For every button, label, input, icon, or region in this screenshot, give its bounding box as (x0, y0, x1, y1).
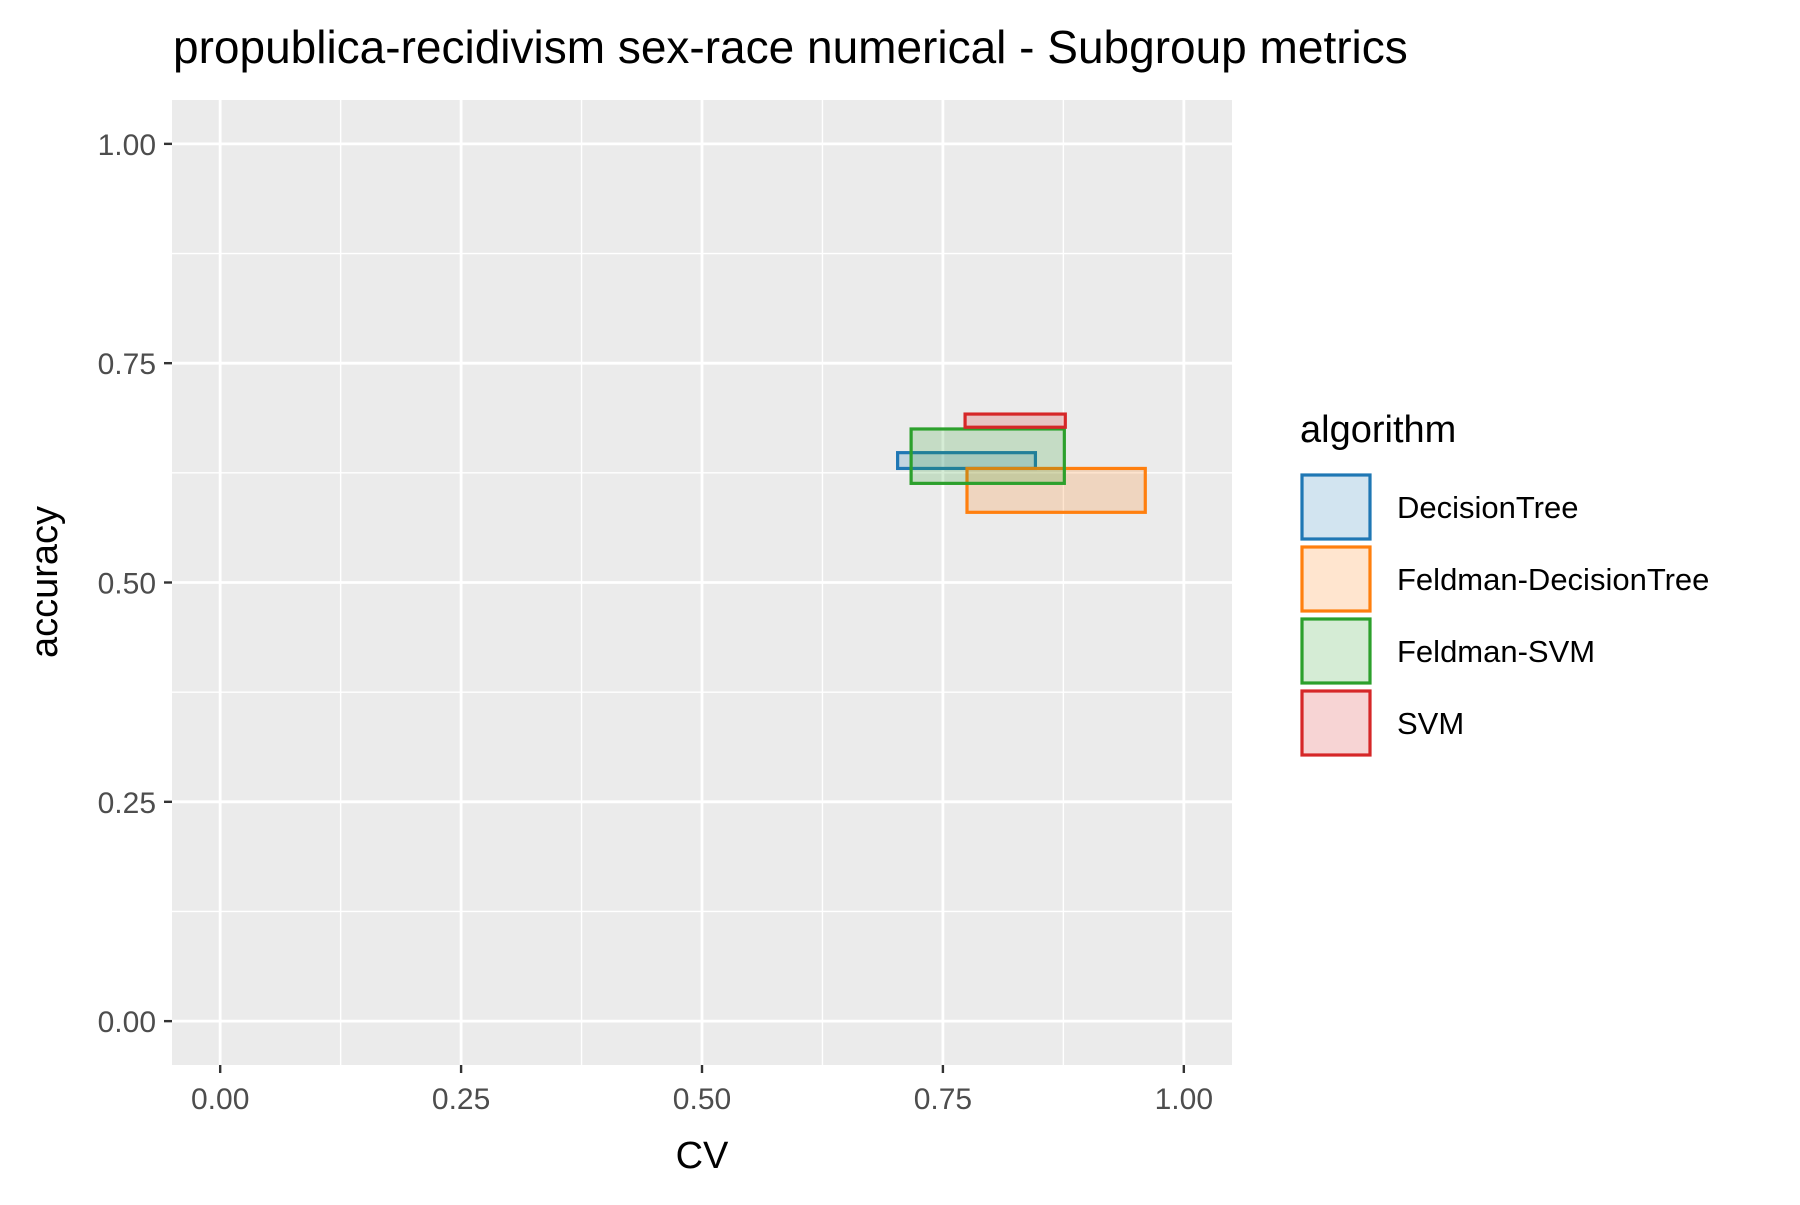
legend-title: algorithm (1300, 409, 1456, 451)
legend: algorithm DecisionTree Feldman-DecisionTr… (1300, 409, 1709, 757)
legend-key (1300, 617, 1372, 685)
x-tick-label: 0.00 (191, 1083, 249, 1116)
grid-major (172, 100, 1232, 1065)
y-axis: 0.00 0.25 0.50 0.75 1.00 (98, 129, 172, 1039)
legend-label: Feldman-DecisionTree (1397, 562, 1709, 597)
legend-key (1300, 473, 1372, 541)
y-axis-title: accuracy (24, 506, 66, 658)
legend-key (1300, 689, 1372, 757)
legend-label: DecisionTree (1397, 490, 1578, 525)
legend-items: DecisionTree Feldman-DecisionTree Feldman-… (1300, 473, 1709, 757)
x-tick-label: 1.00 (1155, 1083, 1213, 1116)
y-tick-label: 0.50 (98, 568, 156, 601)
y-tick-label: 0.75 (98, 348, 156, 381)
legend-label: SVM (1397, 706, 1464, 741)
data-marks (896, 412, 1147, 514)
x-axis-title: CV (676, 1135, 729, 1177)
x-axis: 0.00 0.25 0.50 0.75 1.00 (191, 1065, 1213, 1116)
y-tick-label: 1.00 (98, 129, 156, 162)
x-tick-label: 0.25 (432, 1083, 490, 1116)
range-rect-feldman-svm (909, 427, 1066, 485)
chart-title: propublica-recidivism sex-race numerical… (173, 21, 1408, 73)
x-tick-label: 0.50 (673, 1083, 731, 1116)
x-tick-label: 0.75 (914, 1083, 972, 1116)
legend-label: Feldman-SVM (1397, 634, 1595, 669)
legend-key (1300, 545, 1372, 613)
range-rect-feldman-decisiontree (965, 466, 1147, 514)
y-tick-label: 0.25 (98, 787, 156, 820)
y-tick-label: 0.00 (98, 1006, 156, 1039)
range-rect-svm (963, 412, 1067, 429)
